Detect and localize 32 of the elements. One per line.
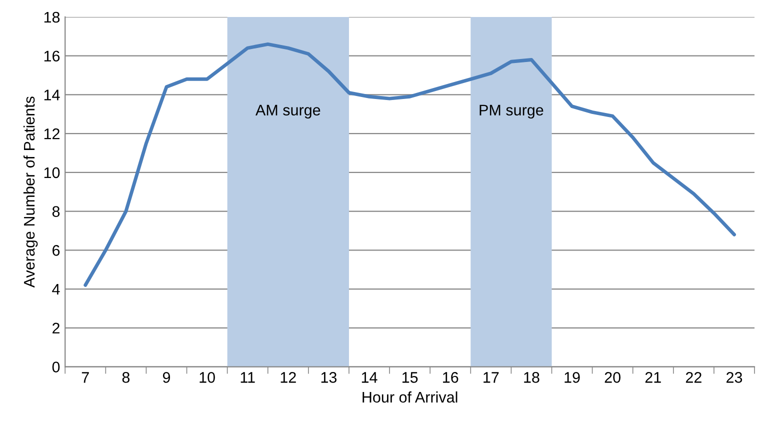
x-tick-label: 22 — [686, 372, 702, 383]
x-tick-label: 17 — [484, 372, 499, 383]
x-tick-label: 13 — [321, 372, 337, 383]
y-tick-label: 2 — [52, 322, 60, 334]
x-tick-label: 7 — [82, 372, 89, 383]
y-tick-label: 14 — [44, 90, 60, 100]
x-tick-label: 15 — [402, 372, 418, 383]
x-tick-label: 16 — [443, 372, 458, 383]
x-tick-label: 14 — [362, 372, 378, 383]
y-axis-title: Average Number of Patients — [23, 96, 38, 288]
y-tick-label: 8 — [52, 206, 60, 217]
x-tick-label: 18 — [524, 372, 540, 383]
y-tick-label: 12 — [44, 128, 60, 140]
y-tick-label: 10 — [44, 167, 60, 178]
x-tick-label: 9 — [162, 372, 170, 383]
line-series — [84, 42, 736, 287]
y-tick-label: 18 — [44, 12, 60, 23]
x-tick-label: 8 — [122, 372, 130, 383]
x-axis-title: Hour of Arrival — [362, 391, 458, 403]
band-label: AM surge — [255, 104, 320, 119]
x-tick-label: 19 — [564, 372, 580, 383]
x-tick-label: 10 — [200, 372, 215, 383]
y-tick-label: 0 — [52, 362, 60, 372]
x-tick-label: 21 — [645, 372, 661, 383]
x-tick-label: 12 — [280, 372, 296, 383]
band-label: PM surge — [480, 104, 544, 119]
x-tick-label: 20 — [604, 372, 620, 383]
x-tick-label: 11 — [240, 372, 255, 383]
x-tick-label: 23 — [726, 372, 742, 383]
y-tick-label: 16 — [44, 50, 60, 62]
y-tick-label: 6 — [52, 245, 60, 256]
y-tick-label: 4 — [52, 284, 60, 295]
